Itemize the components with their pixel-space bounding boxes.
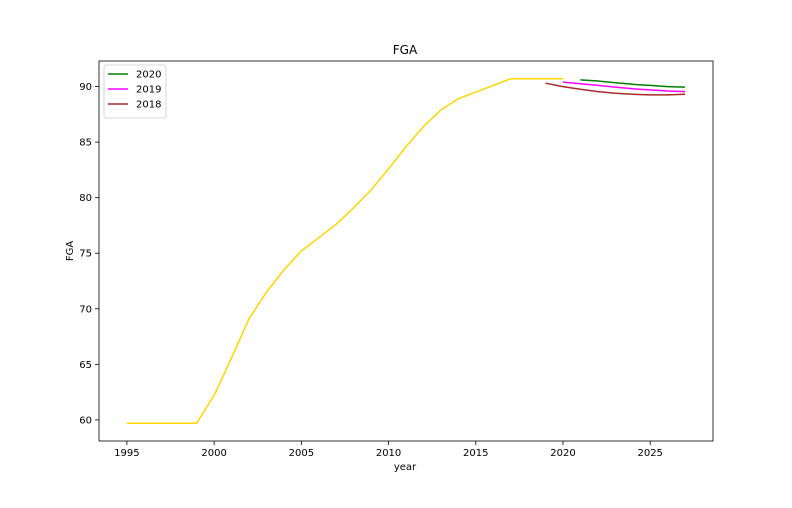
plot-frame — [98, 60, 714, 442]
series-line-2019 — [562, 81, 686, 93]
y-axis-label: FGA — [65, 241, 76, 262]
y-tick-label: 90 — [79, 82, 92, 93]
y-tick-label: 60 — [79, 415, 92, 426]
axes: 1995 2000 2005 2010 2015 2020 2025 60 65 70 75 80 85… — [79, 60, 714, 459]
legend-label-2018: 2018 — [136, 100, 161, 111]
x-tick-label: 2010 — [376, 448, 401, 459]
x-tick-label: 2005 — [289, 448, 314, 459]
y-tick-label: 80 — [79, 193, 92, 204]
chart-title: FGA — [393, 43, 418, 57]
x-tick-label: 2020 — [550, 448, 575, 459]
series-line-2018 — [545, 82, 686, 96]
y-tick-label: 85 — [79, 138, 92, 149]
legend: 2020 2019 2018 — [103, 64, 167, 119]
legend-label-2019: 2019 — [136, 85, 161, 96]
series-line-2020 — [580, 79, 686, 88]
x-axis-label: year — [394, 462, 417, 473]
x-tick-label: 2000 — [201, 448, 226, 459]
legend-label-2020: 2020 — [136, 70, 161, 81]
x-tick-label: 2015 — [463, 448, 488, 459]
series-line-history — [126, 78, 563, 424]
y-tick-label: 65 — [79, 360, 92, 371]
y-tick-label: 70 — [79, 304, 92, 315]
plot-area — [126, 78, 686, 424]
x-tick-label: 1995 — [114, 448, 139, 459]
x-tick-label: 2025 — [637, 448, 662, 459]
y-tick-label: 75 — [79, 249, 92, 260]
